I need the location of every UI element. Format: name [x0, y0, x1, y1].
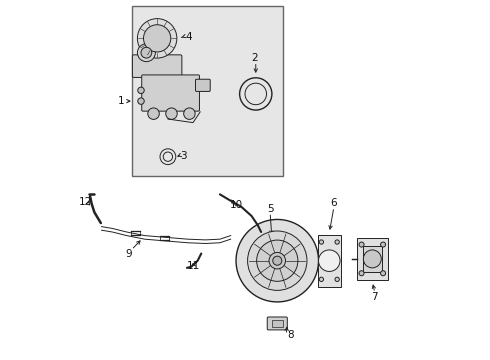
- Text: 5: 5: [267, 204, 273, 214]
- Circle shape: [137, 19, 177, 58]
- Circle shape: [359, 271, 364, 276]
- Bar: [272, 320, 283, 327]
- Text: 4: 4: [186, 32, 193, 41]
- Circle shape: [335, 277, 339, 282]
- Circle shape: [184, 108, 195, 120]
- FancyBboxPatch shape: [267, 317, 287, 330]
- Circle shape: [166, 108, 177, 120]
- Bar: [318, 235, 341, 287]
- Circle shape: [141, 47, 152, 58]
- Circle shape: [137, 44, 155, 62]
- Circle shape: [273, 256, 282, 265]
- FancyBboxPatch shape: [142, 75, 199, 111]
- Text: 6: 6: [331, 198, 337, 208]
- Circle shape: [144, 25, 171, 52]
- Circle shape: [236, 220, 318, 302]
- Circle shape: [269, 252, 286, 269]
- Bar: [357, 238, 388, 279]
- Text: 8: 8: [287, 330, 294, 340]
- Circle shape: [381, 242, 386, 247]
- Circle shape: [359, 242, 364, 247]
- Text: 7: 7: [371, 292, 378, 302]
- Circle shape: [381, 271, 386, 276]
- Circle shape: [257, 240, 298, 281]
- Text: 12: 12: [79, 197, 92, 207]
- Circle shape: [319, 240, 323, 244]
- Text: 11: 11: [186, 261, 199, 271]
- Circle shape: [138, 87, 144, 94]
- Circle shape: [247, 231, 307, 291]
- Circle shape: [335, 240, 339, 244]
- FancyBboxPatch shape: [132, 55, 182, 77]
- Bar: [363, 246, 382, 272]
- Text: 10: 10: [229, 200, 243, 210]
- Circle shape: [318, 250, 340, 271]
- Text: 1: 1: [118, 96, 124, 106]
- Bar: [132, 6, 283, 176]
- Circle shape: [138, 98, 144, 104]
- Text: 9: 9: [125, 248, 132, 258]
- Circle shape: [364, 250, 381, 268]
- Circle shape: [319, 277, 323, 282]
- Text: 2: 2: [251, 53, 258, 63]
- Text: 3: 3: [180, 150, 187, 161]
- FancyBboxPatch shape: [196, 79, 210, 91]
- Circle shape: [148, 108, 159, 120]
